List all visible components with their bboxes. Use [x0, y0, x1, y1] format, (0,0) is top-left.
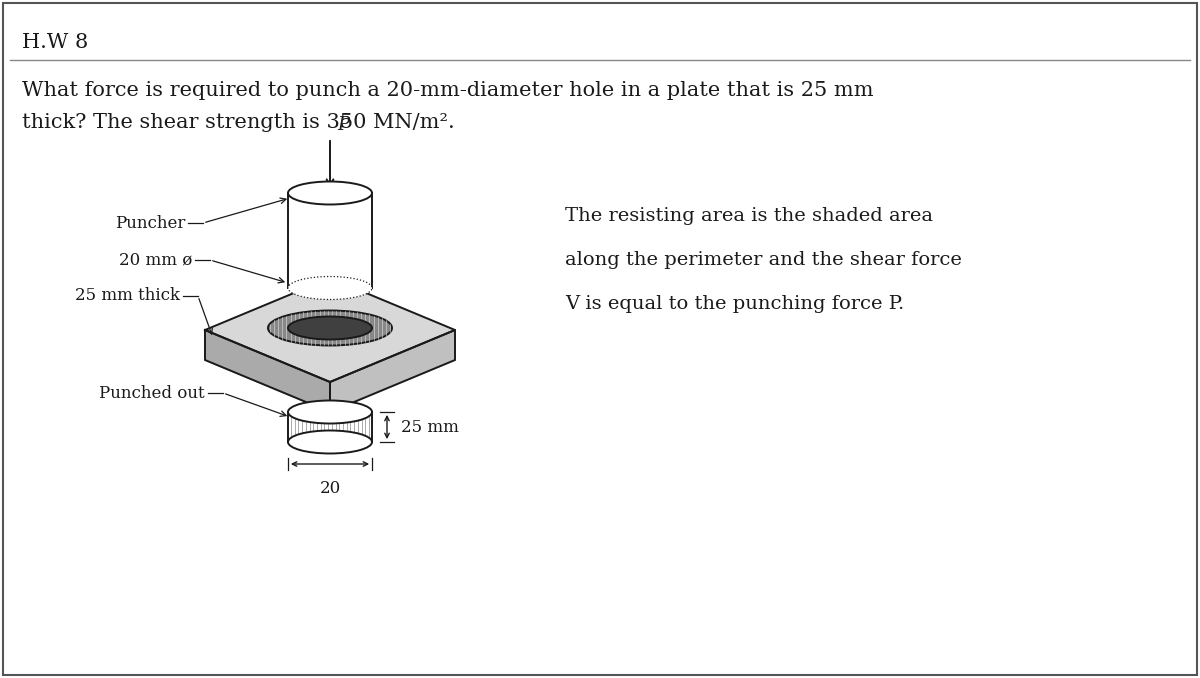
Text: 20 mm ø: 20 mm ø	[119, 252, 192, 268]
Text: P: P	[337, 116, 349, 134]
Ellipse shape	[288, 401, 372, 424]
Ellipse shape	[268, 311, 392, 346]
Text: thick? The shear strength is 350 MN/m².: thick? The shear strength is 350 MN/m².	[22, 113, 455, 132]
Ellipse shape	[288, 431, 372, 454]
Ellipse shape	[288, 317, 372, 340]
Ellipse shape	[288, 182, 372, 205]
FancyBboxPatch shape	[2, 3, 1198, 675]
Text: What force is required to punch a 20-mm-diameter hole in a plate that is 25 mm: What force is required to punch a 20-mm-…	[22, 81, 874, 100]
Text: 25 mm thick: 25 mm thick	[74, 287, 180, 304]
Text: 20: 20	[319, 480, 341, 497]
Text: H.W 8: H.W 8	[22, 33, 89, 52]
Ellipse shape	[288, 277, 372, 300]
Text: Puncher: Puncher	[115, 214, 185, 231]
Text: 25 mm: 25 mm	[401, 418, 458, 435]
Text: Punched out: Punched out	[100, 384, 205, 401]
Polygon shape	[205, 330, 330, 412]
Polygon shape	[330, 330, 455, 412]
Polygon shape	[205, 278, 455, 382]
Text: V is equal to the punching force P.: V is equal to the punching force P.	[565, 295, 905, 313]
Text: along the perimeter and the shear force: along the perimeter and the shear force	[565, 251, 962, 269]
Text: The resisting area is the shaded area: The resisting area is the shaded area	[565, 207, 934, 225]
